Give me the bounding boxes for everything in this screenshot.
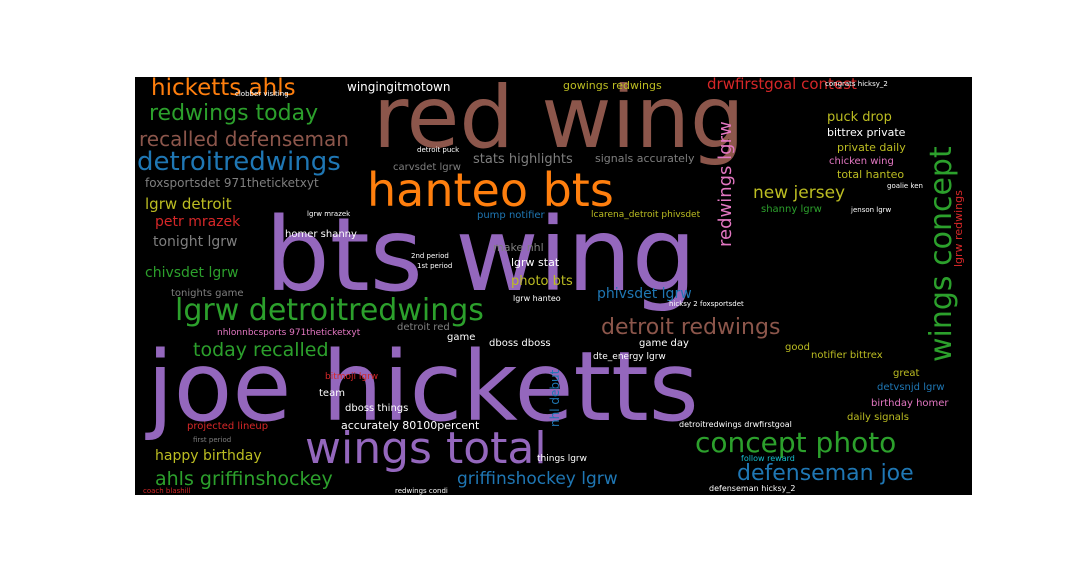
word-concept-photo: concept photo xyxy=(695,426,897,459)
word-puck-drop: puck drop xyxy=(827,110,892,125)
word-red-wing: red wing xyxy=(373,77,745,168)
word-today-recalled: today recalled xyxy=(193,339,329,361)
word-gowings-redwings: gowings redwings xyxy=(563,79,662,92)
word-shanny-lgrw: shanny lgrw xyxy=(761,204,822,215)
word-things-lgrw: things lgrw xyxy=(537,454,587,464)
word-recalled-defenseman: recalled defenseman xyxy=(139,127,349,151)
word-great: great xyxy=(893,368,920,379)
word-tonight-lgrw: tonight lgrw xyxy=(153,234,238,250)
word-lgrw-stat: lgrw stat xyxy=(511,256,560,269)
word-projected-lineup: projected lineup xyxy=(187,421,269,432)
word-bittrex-private: bittrex private xyxy=(827,126,906,139)
word-redwings-lgrw: redwings lgrw xyxy=(715,121,736,247)
word-defenseman-hicksy: defenseman hicksy_2 xyxy=(709,484,796,493)
word-hicketts-ahls: hicketts ahls xyxy=(151,77,296,101)
word-daily-signals: daily signals xyxy=(847,412,909,423)
word-detroitredwings: detroitredwings xyxy=(137,147,341,177)
word-dte-energy: dte_energy lgrw xyxy=(593,352,666,362)
word-redwings-condi: redwings condi xyxy=(395,487,448,495)
word-1st-period: 1st period xyxy=(417,262,453,270)
word-notifier-bittrex: notifier bittrex xyxy=(811,350,883,361)
word-lcarena: lcarena_detroit phivsdet xyxy=(591,210,701,220)
word-private-daily: private daily xyxy=(837,141,906,154)
word-lgrw-detroit: lgrw detroit xyxy=(145,195,232,213)
word-first-period: first period xyxy=(193,436,232,444)
word-hanteo-bts: hanteo bts xyxy=(367,163,614,217)
word-wings-total: wings total xyxy=(305,423,547,474)
word-game: game xyxy=(447,332,476,343)
word-lgrw-hanteo: lgrw hanteo xyxy=(513,294,561,303)
word-joe-hicketts: joe hicketts xyxy=(147,331,699,443)
word-lgrw-detroitredwings: lgrw detroitredwings xyxy=(175,293,484,328)
word-coach-blashill: coach blashill xyxy=(143,487,191,495)
word-accurately: accurately 80100percent xyxy=(341,419,480,432)
word-ahls-griffinshockey: ahls griffinshockey xyxy=(155,468,333,490)
word-game-day: game day xyxy=(639,338,689,349)
word-detvsnjd-lgrw: detvsnjd lgrw xyxy=(877,382,945,393)
word-total-hanteo: total hanteo xyxy=(837,168,905,181)
word-congrats-hicksy: congrats hicksy_2 xyxy=(825,80,888,88)
word-lgrw-mrazek: lgrw mrazek xyxy=(307,210,351,218)
word-goalie-ken: goalie ken xyxy=(887,182,923,190)
word-nhlonnbcsports: nhlonnbcsports 971theticketxyt xyxy=(217,328,361,338)
word-detroit-red: detroit red xyxy=(397,322,450,333)
word-photo-bts: photo bts xyxy=(511,274,573,289)
word-chivsdet-lgrw: chivsdet lgrw xyxy=(145,265,239,281)
word-phivsdet-lgrw: phivsdet lgrw xyxy=(597,286,692,302)
word-detroit-puck: detroit puck xyxy=(417,146,460,154)
word-wingingitmotown: wingingitmotown xyxy=(347,80,451,94)
word-new-jersey: new jersey xyxy=(753,183,846,203)
word-pump-notifier: pump notifier xyxy=(477,210,545,221)
word-lgrw-redwings: lgrw redwings xyxy=(952,190,965,267)
word-homer-shanny: homer shanny xyxy=(285,229,357,240)
word-detroitredwings-drwfirstgoal: detroitredwings drwfirstgoal xyxy=(679,420,792,429)
word-redwings-today: redwings today xyxy=(149,101,319,126)
word-chicken-wing: chicken wing xyxy=(829,156,894,167)
word-nhl-debut: nhl debut xyxy=(548,369,562,427)
word-cloud: bts wing joe hicketts red wing hanteo bt… xyxy=(135,77,972,495)
word-carvsdet-lgrw: carvsdet lgrw xyxy=(393,162,461,173)
word-griffinshockey-lgrw: griffinshockey lgrw xyxy=(457,469,618,489)
word-birthday-homer: birthday homer xyxy=(871,398,949,409)
word-clobber-visiting: clobber visiting xyxy=(235,90,289,98)
word-foxsportsdet: foxsportsdet 971theticketxyt xyxy=(145,176,319,190)
word-signals-accurately: signals accurately xyxy=(595,152,695,165)
word-jenson-lgrw: jenson lgrw xyxy=(851,206,892,214)
word-happy-birthday: happy birthday xyxy=(155,448,262,464)
word-tonights-game: tonights game xyxy=(171,288,244,299)
word-drwfirstgoal-contest: drwfirstgoal contest xyxy=(707,77,857,93)
word-dboss-dboss: dboss dboss xyxy=(489,338,551,349)
word-team: team xyxy=(319,388,345,399)
word-dboss-things: dboss things xyxy=(345,403,409,414)
word-2nd-period: 2nd period xyxy=(411,252,449,260)
word-bitmoji-lgrw: bitmoji lgrw xyxy=(325,372,379,382)
word-follow-reward: follow reward xyxy=(741,454,795,463)
word-defenseman-joe: defenseman joe xyxy=(737,461,914,486)
word-make-nhl: make nhl xyxy=(493,241,544,254)
word-good: good xyxy=(785,342,810,353)
word-bts-wing: bts wing xyxy=(265,196,697,315)
word-petr-mrazek: petr mrazek xyxy=(155,214,241,230)
word-detroit-redwings: detroit redwings xyxy=(601,315,781,340)
word-stats-highlights: stats highlights xyxy=(473,152,573,167)
word-hicksy-foxsportsdet: hicksy 2 foxsportsdet xyxy=(669,300,744,308)
